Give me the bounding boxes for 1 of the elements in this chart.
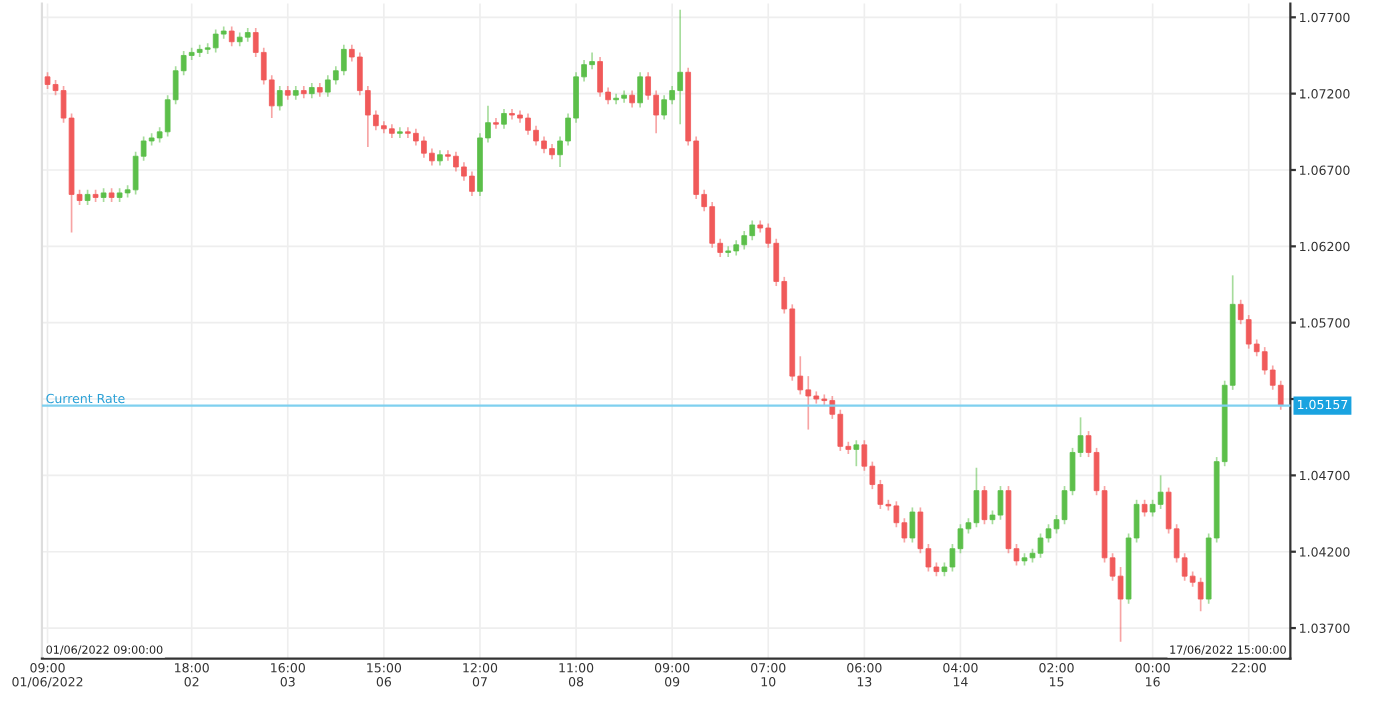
candlestick [589, 51, 595, 71]
